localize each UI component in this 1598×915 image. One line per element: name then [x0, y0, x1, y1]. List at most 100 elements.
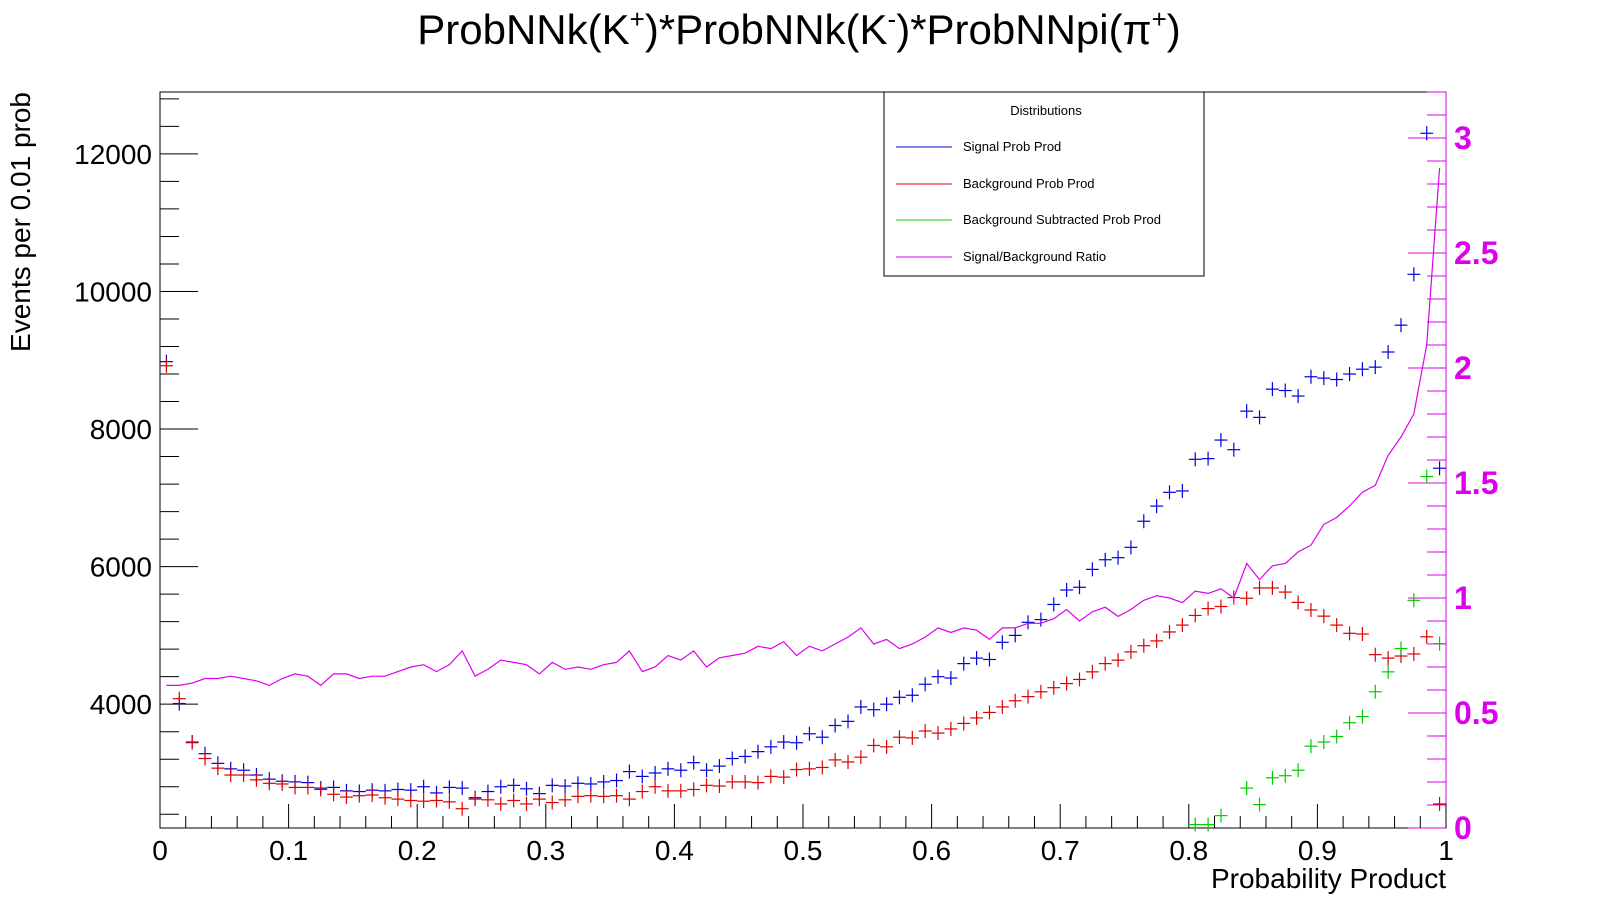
marker-signal	[725, 751, 739, 766]
marker-signal	[893, 690, 906, 705]
marker-background	[1124, 644, 1138, 659]
marker-signal	[764, 739, 778, 754]
marker-background	[700, 778, 713, 793]
title-part-2: )*ProbNNk(K	[645, 6, 888, 53]
marker-subtracted	[1253, 797, 1266, 812]
marker-subtracted	[1355, 709, 1369, 724]
chart-title: ProbNNk(K+)*ProbNNk(K-)*ProbNNpi(π+)	[417, 4, 1181, 53]
marker-signal	[674, 763, 688, 778]
y2-tick-label: 1	[1454, 580, 1472, 616]
series-line-ratio	[166, 167, 1441, 687]
marker-background	[1008, 693, 1022, 708]
marker-background	[944, 721, 958, 736]
marker-background	[1291, 595, 1305, 610]
marker-subtracted	[1368, 684, 1382, 699]
marker-background	[738, 774, 752, 789]
marker-signal	[1317, 371, 1331, 386]
marker-background	[1175, 618, 1189, 633]
marker-background	[404, 793, 418, 808]
marker-background	[455, 801, 469, 816]
marker-background	[867, 738, 881, 753]
marker-background	[314, 782, 328, 797]
marker-background	[352, 788, 366, 803]
marker-background	[1330, 618, 1344, 633]
plot-frame	[159, 91, 1447, 829]
marker-signal	[558, 779, 572, 794]
marker-background	[880, 739, 894, 754]
y-tick-label: 12000	[74, 139, 152, 170]
marker-signal	[1085, 562, 1099, 577]
marker-signal	[1188, 452, 1202, 467]
marker-background	[172, 691, 186, 706]
marker-background	[1355, 627, 1369, 642]
marker-background	[622, 792, 636, 807]
marker-background	[1343, 626, 1356, 641]
marker-background	[1150, 633, 1164, 648]
marker-background	[391, 792, 405, 807]
marker-background	[1137, 638, 1151, 653]
marker-background	[1214, 599, 1228, 614]
marker-background	[1188, 608, 1202, 623]
marker-background	[545, 795, 559, 810]
y-tick-label: 4000	[90, 689, 152, 720]
marker-signal	[1137, 514, 1151, 529]
x-tick-label: 0.9	[1298, 835, 1337, 866]
marker-background	[1060, 676, 1074, 691]
y-tick-label: 8000	[90, 414, 152, 445]
marker-subtracted	[1278, 768, 1292, 783]
marker-signal	[507, 778, 521, 793]
marker-signal	[1291, 389, 1305, 404]
marker-signal	[751, 744, 765, 759]
marker-signal	[1343, 367, 1356, 382]
marker-signal	[661, 761, 675, 776]
marker-background	[365, 787, 379, 802]
legend-title: Distributions	[1010, 103, 1082, 118]
marker-background	[905, 730, 919, 745]
marker-background	[983, 705, 996, 720]
x-tick-label: 0.4	[655, 835, 694, 866]
series-subtracted	[1188, 469, 1446, 832]
marker-background	[725, 774, 739, 789]
marker-background	[1163, 624, 1176, 639]
marker-signal	[520, 781, 533, 796]
marker-subtracted	[1265, 770, 1279, 785]
marker-signal	[1034, 612, 1048, 627]
marker-background	[803, 761, 816, 776]
right-y-axis: 0 0.5 1 1.5 2 2.5 3	[1408, 91, 1498, 846]
marker-subtracted	[1433, 636, 1446, 651]
marker-background	[610, 788, 623, 803]
marker-background	[378, 790, 392, 805]
x-tick-label: 0.1	[269, 835, 308, 866]
marker-background	[893, 730, 906, 745]
marker-signal	[635, 769, 649, 784]
x-tick-label: 0.6	[912, 835, 951, 866]
marker-background	[211, 761, 225, 776]
marker-signal	[970, 651, 984, 666]
marker-signal	[1124, 540, 1138, 555]
marker-subtracted	[1394, 641, 1408, 656]
marker-signal	[738, 749, 752, 764]
marker-signal	[918, 677, 932, 692]
marker-signal	[1433, 461, 1446, 476]
marker-background	[918, 724, 932, 739]
marker-signal	[1253, 410, 1266, 425]
marker-signal	[931, 669, 945, 684]
marker-signal	[1047, 597, 1061, 612]
marker-background	[661, 783, 675, 798]
marker-background	[957, 716, 971, 731]
marker-signal	[1330, 372, 1344, 387]
marker-background	[1304, 602, 1318, 617]
marker-background	[1265, 580, 1279, 595]
marker-signal	[841, 714, 855, 729]
series-layer	[160, 126, 1446, 832]
marker-signal	[828, 718, 842, 733]
y-axis-title: Events per 0.01 prob	[5, 92, 36, 352]
marker-background	[635, 784, 649, 799]
title-sup-1: +	[630, 4, 645, 34]
marker-background	[1240, 591, 1254, 606]
marker-background	[1317, 609, 1331, 624]
marker-background	[648, 779, 662, 794]
marker-background	[237, 768, 251, 783]
marker-signal	[1420, 126, 1434, 141]
marker-background	[1278, 585, 1292, 600]
